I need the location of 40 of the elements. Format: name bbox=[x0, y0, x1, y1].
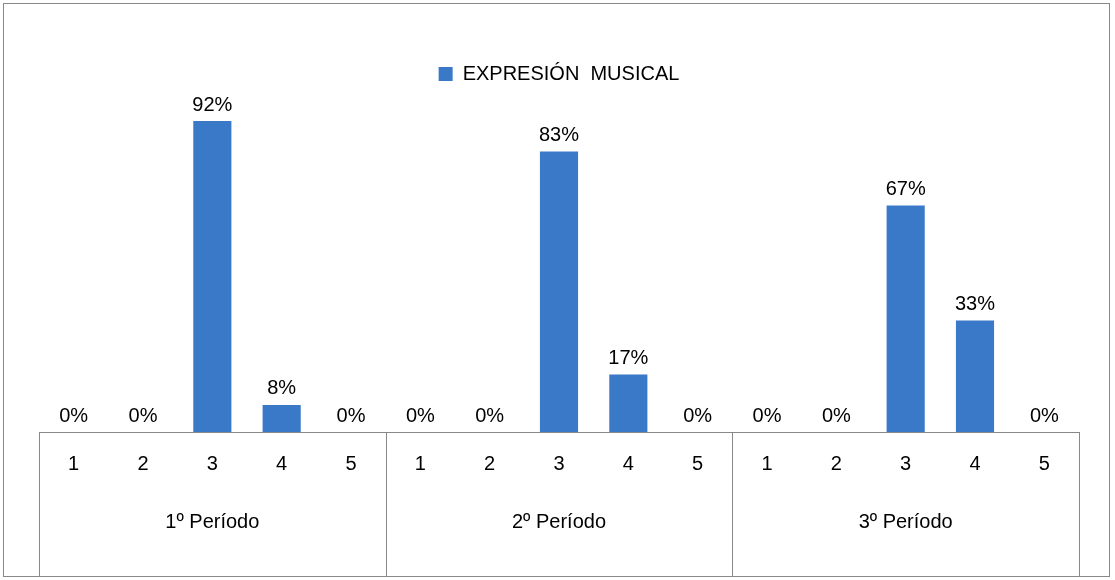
data-label: 0% bbox=[1029, 403, 1059, 426]
legend-label: EXPRESIÓN MUSICAL bbox=[462, 61, 680, 84]
data-label: 0% bbox=[405, 403, 435, 426]
data-label: 0% bbox=[128, 403, 158, 426]
x-tick-label: 3 bbox=[206, 451, 218, 474]
data-label: 0% bbox=[475, 403, 505, 426]
x-tick-label: 5 bbox=[345, 451, 357, 474]
data-label: 33% bbox=[954, 291, 996, 314]
x-tick-label: 5 bbox=[1038, 451, 1050, 474]
data-label: 0% bbox=[336, 403, 366, 426]
bar bbox=[262, 404, 301, 432]
x-tick-label: 4 bbox=[969, 451, 981, 474]
bar bbox=[955, 320, 995, 432]
x-tick-label: 2 bbox=[830, 451, 842, 474]
bar bbox=[193, 121, 232, 432]
x-tick-label: 5 bbox=[692, 451, 704, 474]
data-label: 83% bbox=[538, 122, 580, 145]
bar bbox=[539, 151, 579, 432]
x-tick-label: 3 bbox=[553, 451, 565, 474]
data-label: 0% bbox=[752, 403, 782, 426]
x-tick-label: 2 bbox=[137, 451, 149, 474]
bar bbox=[886, 205, 925, 432]
data-label: 67% bbox=[885, 177, 926, 200]
x-tick-label: 4 bbox=[276, 451, 288, 474]
x-tick-label: 1 bbox=[68, 451, 80, 474]
data-label: 0% bbox=[683, 403, 713, 426]
bar bbox=[609, 374, 648, 432]
data-label: 0% bbox=[59, 403, 89, 426]
x-tick-label: 2 bbox=[484, 451, 496, 474]
data-label: 92% bbox=[192, 92, 233, 115]
x-tick-label: 3 bbox=[900, 451, 912, 474]
text: 2º Período bbox=[511, 509, 607, 532]
data-label: 0% bbox=[821, 403, 851, 426]
text: 3º Período bbox=[858, 509, 953, 532]
x-tick-label: 1 bbox=[414, 451, 426, 474]
data-label: 17% bbox=[608, 346, 649, 369]
text: 1º Período bbox=[165, 509, 260, 532]
x-tick-label: 4 bbox=[622, 451, 634, 474]
data-label: 8% bbox=[267, 376, 297, 399]
x-tick-label: 1 bbox=[761, 451, 773, 474]
